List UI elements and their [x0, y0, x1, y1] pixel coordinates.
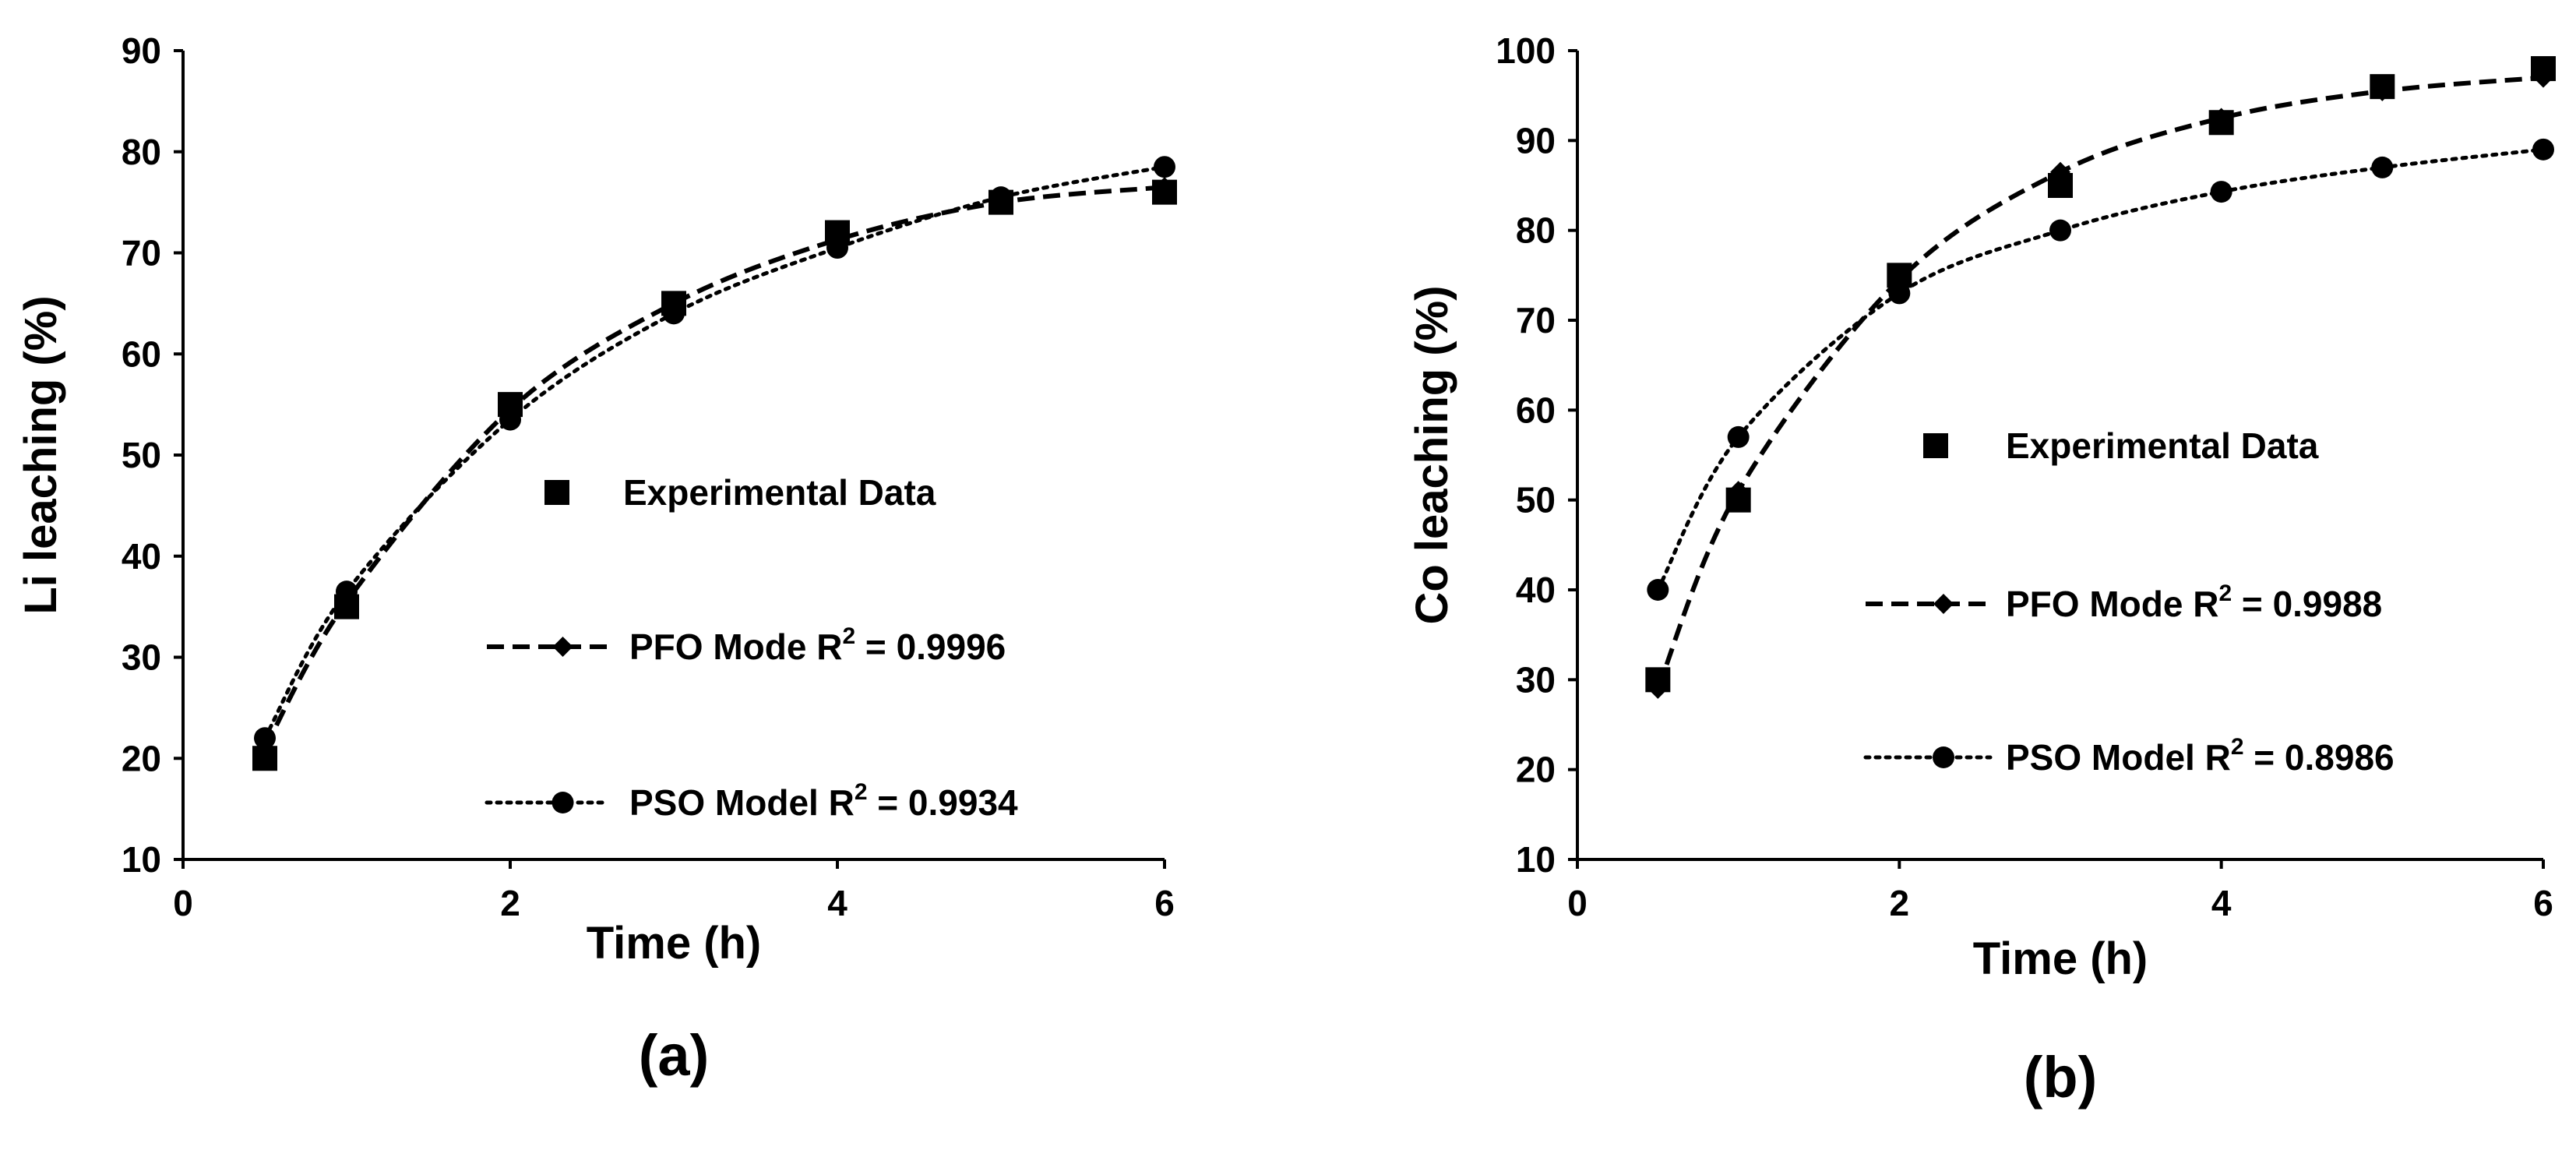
y-axis-title: Li leaching (%)	[16, 295, 66, 614]
y-tick-label: 20	[122, 738, 161, 778]
experimental-point	[252, 746, 277, 771]
pso-curve	[1655, 147, 2546, 592]
panel-label: (a)	[639, 1023, 709, 1088]
y-tick-label: 30	[122, 637, 161, 678]
pso-series	[1647, 138, 2554, 601]
y-tick-label: 60	[122, 333, 161, 374]
legend-pso-marker	[551, 792, 574, 813]
y-tick-label: 70	[1516, 300, 1556, 341]
pso-point	[2532, 138, 2554, 161]
experimental-point	[1725, 487, 1751, 513]
experimental-point	[1152, 179, 1177, 205]
pso-point	[1647, 579, 1669, 601]
legend-pso-label: PSO Model R2 = 0.8986	[2006, 734, 2395, 778]
x-tick-label: 2	[1890, 883, 1910, 923]
x-tick-label: 2	[500, 883, 520, 923]
x-tick-label: 4	[827, 883, 848, 923]
legend-pfo-label: PFO Mode R2 = 0.9996	[629, 623, 1006, 667]
pso-point	[1888, 282, 1911, 305]
x-tick-label: 4	[2211, 883, 2232, 923]
pso-point	[1727, 425, 1750, 448]
experimental-point	[988, 189, 1013, 215]
x-axis-title: Time (h)	[587, 918, 762, 969]
y-tick-label: 100	[1496, 30, 1556, 71]
y-tick-label: 70	[122, 233, 161, 273]
experimental-point	[2208, 110, 2234, 136]
y-tick-label: 80	[122, 132, 161, 172]
legend: Experimental Data PFO Mode R2 = 0.9996 PSO…	[485, 472, 1018, 823]
legend-pfo-marker	[552, 637, 573, 657]
y-axis-title: Co leaching (%)	[1407, 285, 1457, 624]
legend-experimental-label: Experimental Data	[2006, 425, 2319, 466]
chart-panel-co: 10 20 30 40 50 60 70 80 90 100 0 2 4 6 Time (h) Co leac…	[1407, 30, 2556, 1110]
legend-experimental-marker	[544, 480, 569, 505]
pso-point	[2210, 181, 2232, 203]
experimental-point	[661, 291, 686, 316]
experimental-point	[2370, 74, 2395, 100]
legend-experimental-marker	[1923, 433, 1948, 458]
y-tick-label: 40	[122, 536, 161, 577]
y-tick-label: 80	[1516, 210, 1556, 251]
x-tick-label: 0	[173, 883, 193, 923]
y-tick-label: 50	[1516, 480, 1556, 521]
experimental-point	[825, 220, 850, 245]
x-tick-label: 6	[1154, 883, 1175, 923]
pso-point	[1154, 156, 1175, 178]
x-tick-label: 6	[2533, 883, 2553, 923]
x-tick-label: 0	[1567, 883, 1588, 923]
experimental-series	[1645, 56, 2556, 693]
experimental-point	[334, 594, 359, 619]
y-tick-label: 40	[1516, 570, 1556, 610]
y-tick-label: 10	[122, 839, 161, 880]
y-tick-label: 90	[1516, 120, 1556, 161]
panel-label: (b)	[2024, 1045, 2098, 1110]
experimental-point	[1645, 667, 1671, 693]
pso-point	[2371, 156, 2394, 178]
experimental-point	[2048, 173, 2073, 198]
y-tick-label: 90	[122, 30, 161, 71]
legend-pfo-marker	[1933, 594, 1954, 614]
experimental-point	[498, 392, 523, 418]
pso-point	[2049, 219, 2071, 242]
legend-pfo-label: PFO Mode R2 = 0.9988	[2006, 580, 2382, 624]
y-tick-label: 20	[1516, 750, 1556, 790]
legend-pso-marker	[1933, 746, 1954, 768]
legend: Experimental Data PFO Mode R2 = 0.9988 PSO…	[1863, 425, 2395, 778]
experimental-point	[1887, 263, 1912, 288]
y-tick-label: 60	[1516, 390, 1556, 430]
pso-point	[254, 727, 276, 750]
y-tick-label: 50	[122, 435, 161, 475]
experimental-point	[2531, 56, 2556, 82]
chart-panel-li: 10 20 30 40 50 60 70 80 90 0 2 4 6 Time (h) Li leachin…	[16, 30, 1177, 1088]
y-tick-label: 30	[1516, 659, 1556, 700]
pfo-series	[255, 177, 1175, 759]
x-axis-title: Time (h)	[1973, 933, 2148, 984]
legend-experimental-label: Experimental Data	[623, 472, 936, 513]
y-tick-label: 10	[1516, 839, 1556, 880]
legend-pso-label: PSO Model R2 = 0.9934	[629, 779, 1018, 823]
experimental-series	[252, 179, 1177, 771]
